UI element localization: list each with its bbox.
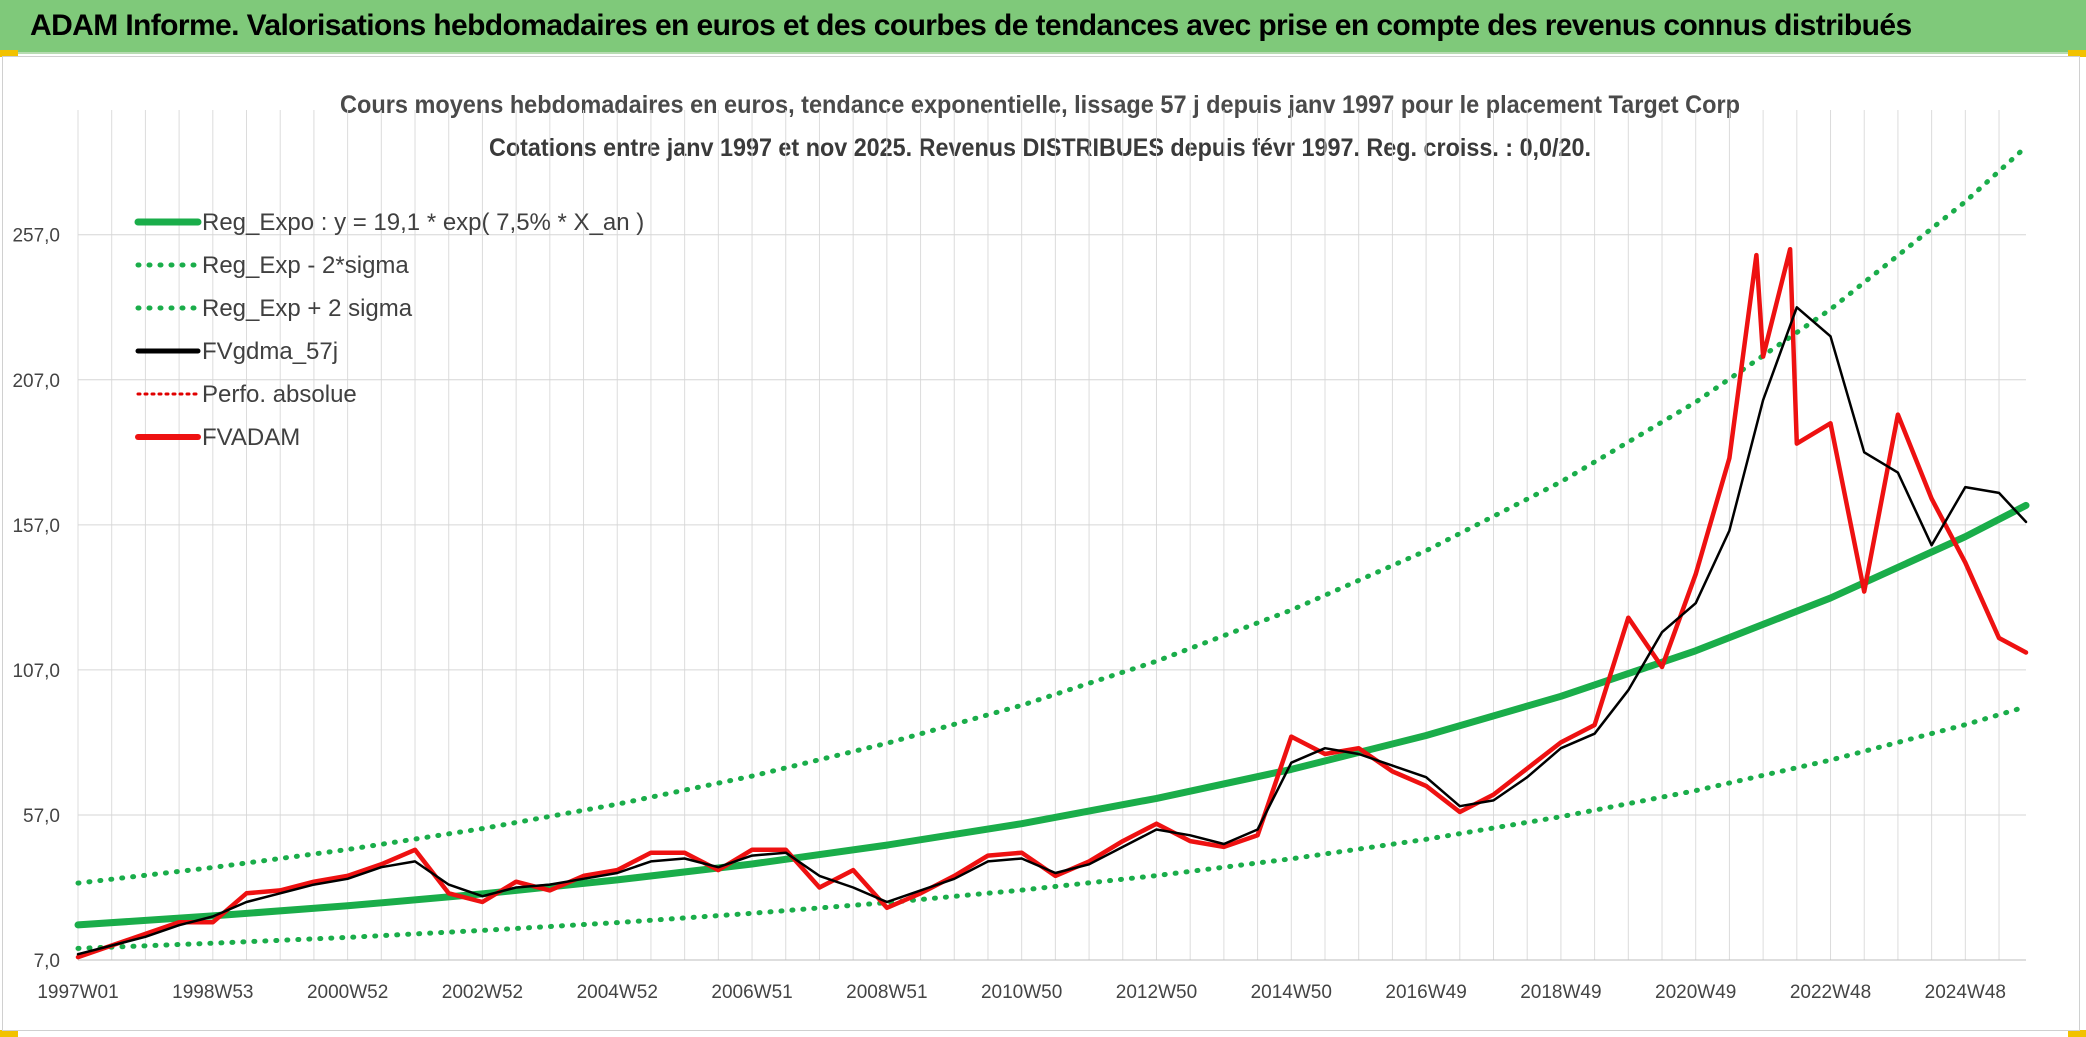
legend: Reg_Expo : y = 19,1 * exp( 7,5% * X_an )… bbox=[134, 209, 644, 451]
series-layer bbox=[74, 144, 2030, 960]
chart-subtitle: Cotations entre janv 1997 et nov 2025. R… bbox=[489, 134, 1591, 162]
legend-label: Perfo. absolue bbox=[202, 381, 357, 408]
x-tick-label: 2022W48 bbox=[1790, 982, 1871, 1003]
grid bbox=[77, 110, 2026, 961]
legend-label: Reg_Exp + 2 sigma bbox=[202, 295, 413, 322]
corner-marker-bottom-right bbox=[2068, 1030, 2086, 1037]
corner-marker-right bbox=[2068, 50, 2086, 57]
y-tick-label: 7,0 bbox=[34, 951, 60, 972]
header-bar: ADAM Informe. Valorisations hebdomadaire… bbox=[0, 0, 2086, 54]
page-title: ADAM Informe. Valorisations hebdomadaire… bbox=[30, 9, 1912, 42]
corner-marker-left bbox=[0, 50, 18, 57]
x-tick-label: 2006W51 bbox=[711, 982, 792, 1003]
series-reg-minus-2sigma bbox=[75, 704, 2029, 951]
legend-label: Reg_Exp - 2*sigma bbox=[202, 252, 409, 279]
series-fvgdma-57j bbox=[76, 306, 2028, 956]
x-tick-label: 1998W53 bbox=[172, 982, 253, 1003]
x-tick-label: 2018W49 bbox=[1520, 982, 1601, 1003]
axes: 7,0 57,0 107,0 157,0 207,0 257,0 1997W01 1998W5… bbox=[12, 226, 2026, 1003]
y-tick-label: 107,0 bbox=[12, 661, 60, 682]
x-tick-label: 2002W52 bbox=[442, 982, 523, 1003]
x-tick-label: 2020W49 bbox=[1655, 982, 1736, 1003]
legend-label: Reg_Expo : y = 19,1 * exp( 7,5% * X_an ) bbox=[202, 209, 644, 236]
x-tick-label: 1997W01 bbox=[37, 982, 118, 1003]
chart-frame bbox=[2, 56, 2080, 1031]
x-tick-label: 2024W48 bbox=[1925, 982, 2006, 1003]
legend-label: FVADAM bbox=[202, 424, 300, 451]
corner-marker-bottom-left bbox=[0, 1030, 18, 1037]
x-tick-label: 2010W50 bbox=[981, 982, 1062, 1003]
y-tick-label: 207,0 bbox=[12, 371, 60, 392]
x-tick-label: 2016W49 bbox=[1385, 982, 1466, 1003]
x-tick-label: 2012W50 bbox=[1116, 982, 1197, 1003]
series-reg-expo bbox=[74, 501, 2030, 929]
chart-title: Cours moyens hebdomadaires en euros, ten… bbox=[340, 91, 1740, 119]
y-tick-label: 57,0 bbox=[23, 806, 60, 827]
y-tick-label: 257,0 bbox=[12, 226, 60, 247]
x-tick-label: 2008W51 bbox=[846, 982, 927, 1003]
y-tick-label: 157,0 bbox=[12, 516, 60, 537]
x-tick-label: 2014W50 bbox=[1251, 982, 1332, 1003]
x-tick-label: 2000W52 bbox=[307, 982, 388, 1003]
legend-label: FVgdma_57j bbox=[202, 338, 338, 365]
x-tick-label: 2004W52 bbox=[577, 982, 658, 1003]
series-fvadam bbox=[75, 246, 2029, 960]
